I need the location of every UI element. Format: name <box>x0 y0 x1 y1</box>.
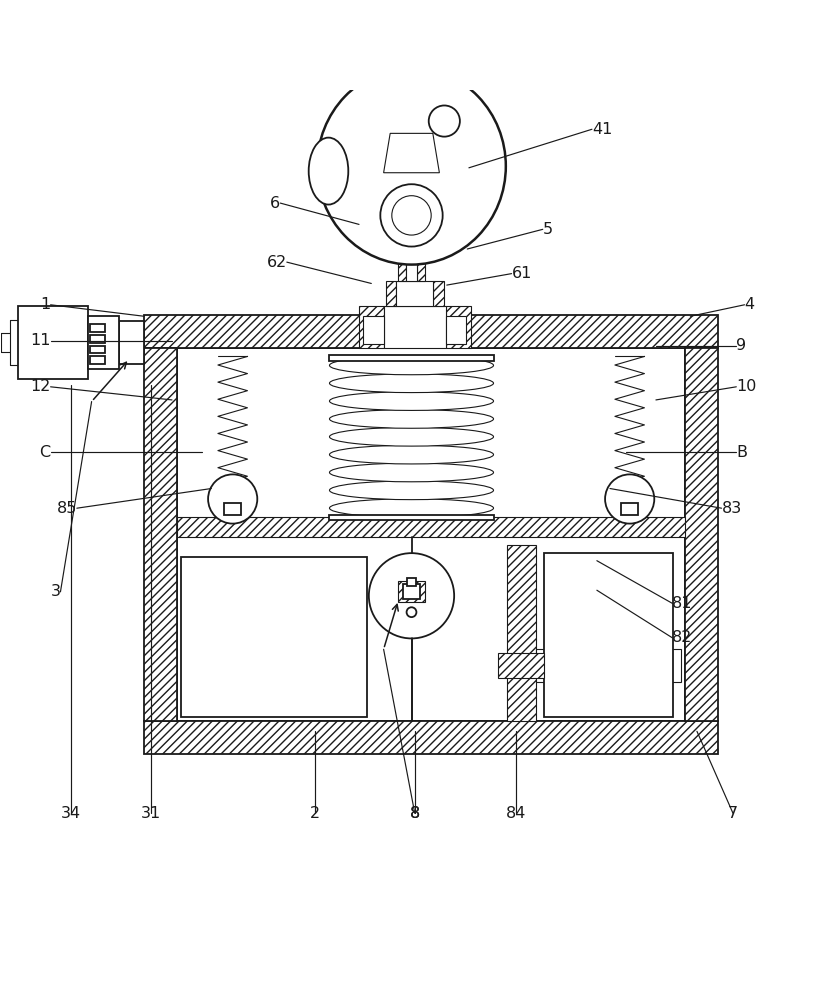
Text: 8: 8 <box>410 806 420 821</box>
Bar <box>177 348 686 721</box>
Bar <box>446 306 471 348</box>
Bar <box>144 348 177 721</box>
Text: 81: 81 <box>672 596 693 611</box>
Bar <box>177 517 686 537</box>
Text: 41: 41 <box>592 122 612 137</box>
Text: 85: 85 <box>57 501 77 516</box>
Text: 83: 83 <box>722 501 742 516</box>
Bar <box>144 315 718 348</box>
Text: 62: 62 <box>267 255 287 270</box>
Circle shape <box>208 474 258 524</box>
Text: 8: 8 <box>410 806 420 821</box>
Ellipse shape <box>317 68 506 265</box>
Text: 4: 4 <box>745 297 755 312</box>
Text: 11: 11 <box>30 333 50 348</box>
Text: 34: 34 <box>61 806 81 821</box>
Bar <box>544 553 673 717</box>
Ellipse shape <box>309 138 348 205</box>
Ellipse shape <box>329 410 494 428</box>
Circle shape <box>369 553 454 638</box>
Bar <box>359 306 384 348</box>
Text: 1: 1 <box>40 297 50 312</box>
Text: 9: 9 <box>737 338 746 353</box>
Bar <box>87 316 119 369</box>
Bar <box>225 503 241 515</box>
Ellipse shape <box>329 445 494 464</box>
Text: 84: 84 <box>506 806 527 821</box>
Circle shape <box>605 474 654 524</box>
Bar <box>384 306 446 348</box>
Bar <box>407 263 416 281</box>
Bar <box>181 557 366 717</box>
Text: 6: 6 <box>270 196 281 211</box>
Text: 61: 61 <box>512 266 532 281</box>
Ellipse shape <box>329 463 494 482</box>
Bar <box>386 281 396 306</box>
Bar <box>329 515 494 520</box>
Bar <box>507 545 536 721</box>
Bar <box>398 581 425 602</box>
Bar <box>407 578 416 586</box>
Bar <box>434 281 444 306</box>
Text: 3: 3 <box>50 584 60 599</box>
Bar <box>119 321 144 364</box>
Bar <box>329 355 494 361</box>
Text: B: B <box>737 445 747 460</box>
Bar <box>398 263 407 281</box>
Circle shape <box>392 196 431 235</box>
Bar <box>144 721 718 754</box>
Bar <box>90 335 105 343</box>
Bar <box>416 263 425 281</box>
Bar <box>686 348 718 721</box>
Bar <box>446 316 466 344</box>
Text: C: C <box>40 445 50 460</box>
Bar <box>90 356 105 364</box>
Text: 12: 12 <box>30 379 50 394</box>
Text: 31: 31 <box>141 806 160 821</box>
Ellipse shape <box>329 427 494 446</box>
Circle shape <box>429 105 460 137</box>
Bar <box>364 316 384 344</box>
Circle shape <box>380 184 443 247</box>
Text: 7: 7 <box>728 806 738 821</box>
Text: 82: 82 <box>672 630 693 645</box>
Bar <box>403 584 420 599</box>
Ellipse shape <box>329 499 494 517</box>
Text: 2: 2 <box>309 806 320 821</box>
Text: 5: 5 <box>542 222 553 237</box>
Ellipse shape <box>329 374 494 393</box>
Bar <box>536 649 681 682</box>
Circle shape <box>407 607 416 617</box>
Text: 10: 10 <box>737 379 756 394</box>
Bar <box>90 346 105 353</box>
Ellipse shape <box>329 392 494 410</box>
Ellipse shape <box>329 481 494 500</box>
Bar <box>499 653 544 678</box>
Polygon shape <box>384 133 439 173</box>
Ellipse shape <box>329 356 494 375</box>
Bar <box>621 503 638 515</box>
Bar <box>18 306 87 379</box>
Bar <box>90 324 105 332</box>
Bar <box>396 281 434 306</box>
